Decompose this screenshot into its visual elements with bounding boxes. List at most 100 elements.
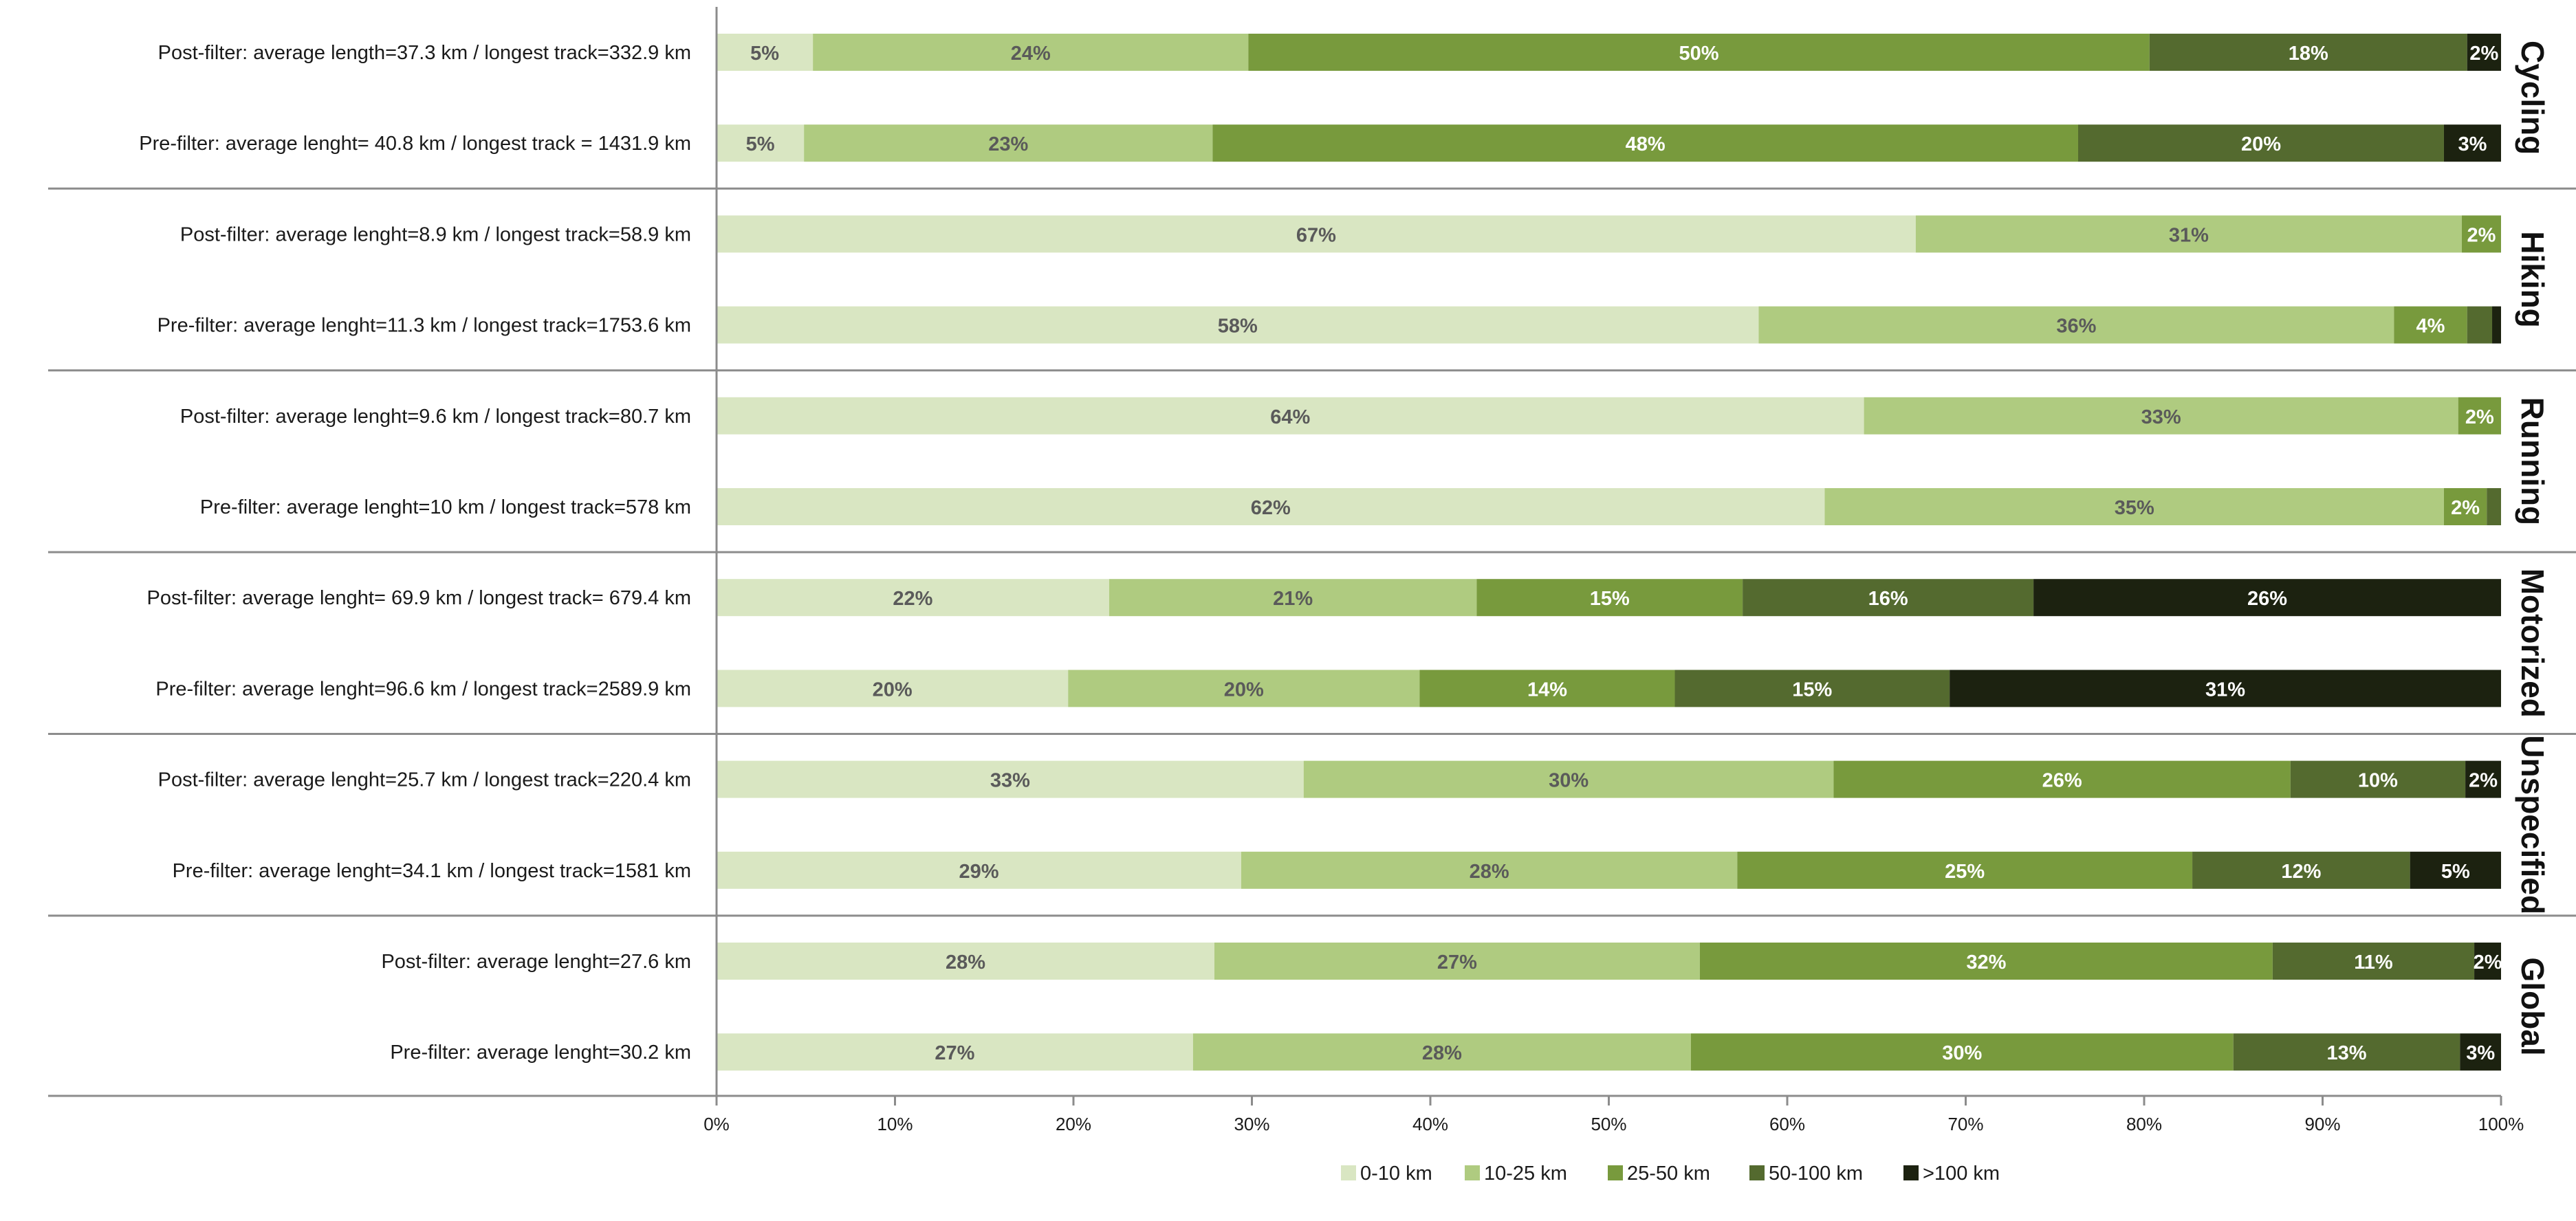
bar-segment — [2290, 760, 2466, 798]
bar-segment — [1212, 124, 2078, 162]
bar-segment — [1419, 670, 1675, 707]
legend-label: 25-50 km — [1627, 1163, 1710, 1185]
bar-segment — [1737, 851, 2193, 889]
category-label: Post-filter: average lenght=8.9 km / lon… — [180, 223, 691, 245]
category-label: Pre-filter: average lenght= 40.8 km / lo… — [139, 133, 691, 155]
data-label: 64% — [1270, 406, 1310, 428]
bar-segment — [717, 215, 1916, 253]
data-label: 25% — [1945, 861, 1985, 883]
data-label: 2% — [2467, 224, 2496, 246]
data-label: 5% — [746, 133, 775, 155]
data-label: 30% — [1942, 1042, 1982, 1064]
data-label: 12% — [2281, 861, 2321, 883]
bar-segment — [1950, 670, 2501, 707]
bar-segment — [717, 1033, 1193, 1071]
bar-segment — [2460, 1033, 2501, 1071]
bar-segment — [2492, 306, 2501, 344]
data-label: 14% — [1527, 679, 1567, 701]
bar-segment — [1192, 1033, 1691, 1071]
data-label: 11% — [2354, 952, 2393, 974]
data-label: 16% — [1868, 588, 1908, 610]
x-tick-label: 0% — [703, 1114, 730, 1134]
data-label: 48% — [1626, 133, 1666, 155]
category-label: Post-filter: average lenght=25.7 km / lo… — [158, 769, 691, 791]
bar-segment — [2474, 943, 2501, 980]
x-tick-label: 60% — [1769, 1114, 1805, 1134]
group-label: Motorized — [2515, 569, 2551, 718]
data-label: 20% — [2241, 133, 2281, 155]
bar-segment — [804, 124, 1213, 162]
data-label: 13% — [2327, 1042, 2367, 1064]
bar-segment — [717, 670, 1069, 707]
legend-label: 10-25 km — [1484, 1163, 1567, 1185]
data-label: 15% — [1792, 679, 1832, 701]
data-label: 4% — [2416, 316, 2445, 338]
data-label: 33% — [990, 770, 1030, 792]
x-tick-label: 50% — [1591, 1114, 1626, 1134]
bar-segment — [2443, 124, 2501, 162]
data-label: 31% — [2169, 224, 2209, 246]
category-label: Pre-filter: average lenght=30.2 km — [390, 1042, 691, 1064]
data-label: 28% — [1422, 1042, 1462, 1064]
data-label: 32% — [1966, 952, 2006, 974]
category-label: Post-filter: average lenght= 69.9 km / l… — [147, 587, 691, 609]
bar-segment — [1824, 488, 2444, 525]
data-label: 67% — [1296, 224, 1336, 246]
legend-swatch — [1608, 1165, 1623, 1180]
legend-label: >100 km — [1923, 1163, 2000, 1185]
data-label: 10% — [2358, 770, 2398, 792]
bar-segment — [1214, 943, 1700, 980]
bar-segment — [2410, 851, 2501, 889]
data-label: 33% — [2141, 406, 2181, 428]
data-label: 18% — [2289, 43, 2328, 65]
group-label: Unspecified — [2515, 735, 2551, 914]
bar-segment — [1915, 215, 2462, 253]
bar-segment — [717, 851, 1241, 889]
bar-segment — [2458, 397, 2501, 434]
bar-segment — [717, 579, 1109, 617]
data-label: 2% — [2474, 952, 2502, 974]
data-label: 50% — [1679, 43, 1719, 65]
x-tick-label: 10% — [877, 1114, 913, 1134]
legend-swatch — [1341, 1165, 1356, 1180]
data-label: 27% — [1437, 952, 1477, 974]
x-tick-label: 30% — [1234, 1114, 1269, 1134]
x-tick-label: 100% — [2478, 1114, 2524, 1134]
category-label: Post-filter: average lenght=9.6 km / lon… — [180, 406, 691, 428]
bar-segment — [1699, 943, 2273, 980]
x-tick-label: 20% — [1056, 1114, 1091, 1134]
data-label: 26% — [2042, 770, 2082, 792]
bar-segment — [1758, 306, 2394, 344]
legend-label: 50-100 km — [1769, 1163, 1863, 1185]
data-label: 23% — [988, 133, 1028, 155]
bar-segment — [1241, 851, 1738, 889]
data-label: 3% — [2466, 1042, 2495, 1064]
bar-segment — [1690, 1033, 2234, 1071]
bar-segment — [717, 306, 1759, 344]
bar-segment — [1833, 760, 2291, 798]
bar-segment — [1303, 760, 1834, 798]
data-label: 20% — [873, 679, 913, 701]
bar-segment — [717, 760, 1304, 798]
data-label: 28% — [1470, 861, 1509, 883]
bar-segment — [2233, 1033, 2460, 1071]
data-label: 2% — [2465, 406, 2494, 428]
bar-segment — [2394, 306, 2467, 344]
category-label: Pre-filter: average lenght=34.1 km / lon… — [173, 860, 691, 882]
bar-segment — [2465, 760, 2501, 798]
category-label: Post-filter: average lenght=27.6 km — [381, 951, 691, 973]
data-label: 24% — [1011, 43, 1051, 65]
legend-swatch — [1749, 1165, 1765, 1180]
data-label: 2% — [2469, 43, 2498, 65]
bar-segment — [1743, 579, 2034, 617]
bar-segment — [1109, 579, 1477, 617]
data-label: 2% — [2469, 770, 2498, 792]
bar-segment — [1864, 397, 2458, 434]
data-label: 20% — [1224, 679, 1264, 701]
data-label: 22% — [893, 588, 932, 610]
bar-segment — [813, 34, 1249, 71]
data-label: 28% — [946, 952, 985, 974]
bar-segment — [2149, 34, 2467, 71]
bar-segment — [2033, 579, 2501, 617]
